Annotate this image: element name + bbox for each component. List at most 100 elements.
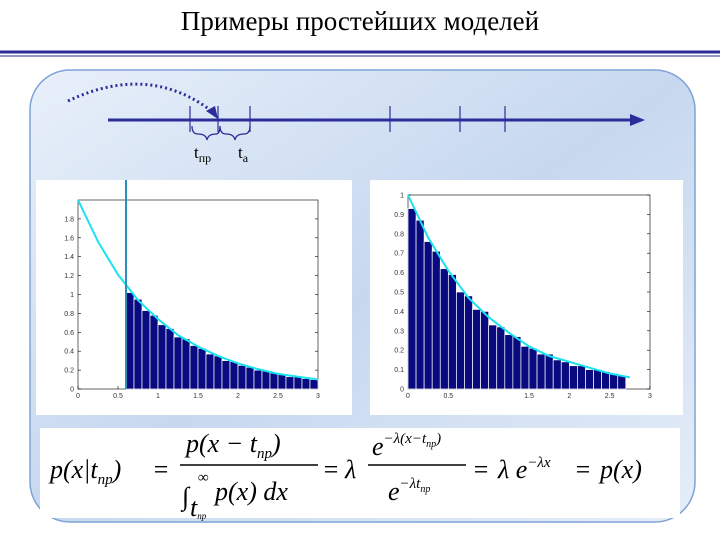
charts: 0 0.5 1 1.5 2 2.5 3 0 0.2 0.4 0.6 0.8 1 1.2 1.4 1.6 1.8 0… bbox=[64, 180, 652, 400]
x-tick-label: 3 bbox=[648, 393, 652, 400]
bar bbox=[141, 310, 151, 390]
bar bbox=[536, 353, 546, 390]
y-tick-label: 1.4 bbox=[64, 254, 74, 261]
bar bbox=[488, 324, 498, 390]
y-tick-label: 0.9 bbox=[394, 212, 404, 219]
bar bbox=[149, 314, 159, 390]
slide-title: Примеры простейших моделей bbox=[181, 6, 539, 36]
f-exp: −λ(x−t bbox=[384, 431, 427, 447]
bar bbox=[205, 353, 215, 390]
bar bbox=[237, 365, 247, 390]
f-sub: пр bbox=[420, 484, 430, 495]
y-tick-label: 0 bbox=[400, 387, 404, 394]
f-int-upper: ∞ bbox=[198, 470, 209, 486]
y-tick-label: 0.7 bbox=[394, 251, 404, 258]
bar bbox=[520, 345, 530, 390]
x-tick-label: 0 bbox=[76, 393, 80, 400]
label-sub: а bbox=[243, 151, 249, 165]
bar bbox=[285, 376, 295, 390]
f-rhs: p(x) bbox=[598, 455, 642, 484]
f-equals: = bbox=[472, 455, 490, 484]
x-tick-label: 2.5 bbox=[273, 393, 283, 400]
y-tick-label: 1 bbox=[400, 193, 404, 200]
y-tick-label: 1.6 bbox=[64, 235, 74, 242]
bar bbox=[229, 361, 239, 390]
y-tick-label: 0.3 bbox=[394, 328, 404, 335]
formula-lhs: p(x|tпр) bbox=[48, 455, 121, 488]
x-tick-label: 2 bbox=[236, 393, 240, 400]
bar bbox=[568, 365, 578, 390]
y-tick-label: 0.4 bbox=[394, 309, 404, 316]
f-den2: e−λtпр bbox=[388, 476, 430, 506]
bar bbox=[544, 353, 554, 390]
timeline-braces bbox=[191, 125, 251, 141]
y-tick-label: 1.8 bbox=[64, 216, 74, 223]
f-part: ) bbox=[270, 429, 281, 458]
f-int-lower: tпр bbox=[190, 493, 207, 522]
bar bbox=[415, 219, 425, 390]
curve bbox=[77, 199, 319, 381]
formula-box bbox=[40, 428, 680, 518]
bar bbox=[173, 336, 183, 390]
bar bbox=[496, 326, 506, 390]
x-tick-label: 0.5 bbox=[443, 393, 453, 400]
bar bbox=[309, 379, 319, 390]
f-num1: p(x − tпр) bbox=[184, 429, 281, 462]
bar bbox=[213, 355, 223, 390]
y-tick-label: 0.8 bbox=[64, 311, 74, 318]
timeline-arrow bbox=[630, 114, 645, 126]
bar bbox=[423, 241, 433, 390]
timeline-label: tа bbox=[238, 143, 249, 165]
bar bbox=[125, 292, 135, 390]
y-tick-label: 0.6 bbox=[64, 330, 74, 337]
y-tick-label: 0.2 bbox=[394, 348, 404, 355]
y-tick-label: 0.6 bbox=[394, 270, 404, 277]
f-integral: ∫ bbox=[180, 482, 191, 512]
f-num2: e−λ(x−tпр) bbox=[372, 431, 441, 461]
f-part: t bbox=[190, 493, 198, 522]
f-sub: пр bbox=[257, 446, 273, 462]
bar bbox=[552, 359, 562, 390]
bar bbox=[407, 208, 417, 390]
y-tick-label: 0.4 bbox=[64, 349, 74, 356]
x-tick-label: 3 bbox=[316, 393, 320, 400]
bar bbox=[472, 309, 481, 390]
bar bbox=[261, 370, 271, 390]
f-part: λ e bbox=[497, 455, 527, 484]
x-tick-label: 0.5 bbox=[113, 393, 123, 400]
bar bbox=[560, 361, 570, 390]
f-part: e bbox=[388, 477, 400, 506]
f-term3: λ e−λx bbox=[497, 455, 551, 484]
x-tick-label: 1.5 bbox=[524, 393, 534, 400]
bar bbox=[189, 345, 199, 390]
x-tick-label: 2.5 bbox=[605, 393, 615, 400]
f-part: p(x|t bbox=[48, 455, 98, 484]
x-tick-label: 1.5 bbox=[193, 393, 203, 400]
bar bbox=[269, 372, 279, 390]
f-equals: = bbox=[322, 455, 340, 484]
bar bbox=[221, 360, 231, 390]
f-part: e bbox=[372, 432, 384, 461]
bar bbox=[617, 375, 627, 390]
bar bbox=[165, 328, 175, 390]
bar bbox=[593, 369, 602, 390]
y-tick-label: 1 bbox=[70, 292, 74, 299]
f-den1: p(x) dx bbox=[213, 477, 288, 506]
f-lambda: λ bbox=[344, 455, 356, 484]
bar bbox=[133, 298, 143, 390]
f-equals: = bbox=[152, 455, 170, 484]
bar bbox=[431, 250, 441, 390]
timeline-label: tпр bbox=[194, 143, 211, 165]
formula: p(x|tпр) = p(x − tпр) ∫ ∞ tпр p(x) dx = … bbox=[48, 429, 642, 522]
y-tick-label: 0.2 bbox=[64, 368, 74, 375]
bar bbox=[277, 373, 287, 390]
bar bbox=[464, 295, 473, 390]
bar bbox=[456, 291, 465, 390]
f-part: ) bbox=[435, 431, 441, 447]
f-sub: пр bbox=[197, 511, 207, 521]
bar bbox=[585, 369, 594, 390]
bar bbox=[512, 336, 522, 390]
bar bbox=[293, 376, 303, 390]
